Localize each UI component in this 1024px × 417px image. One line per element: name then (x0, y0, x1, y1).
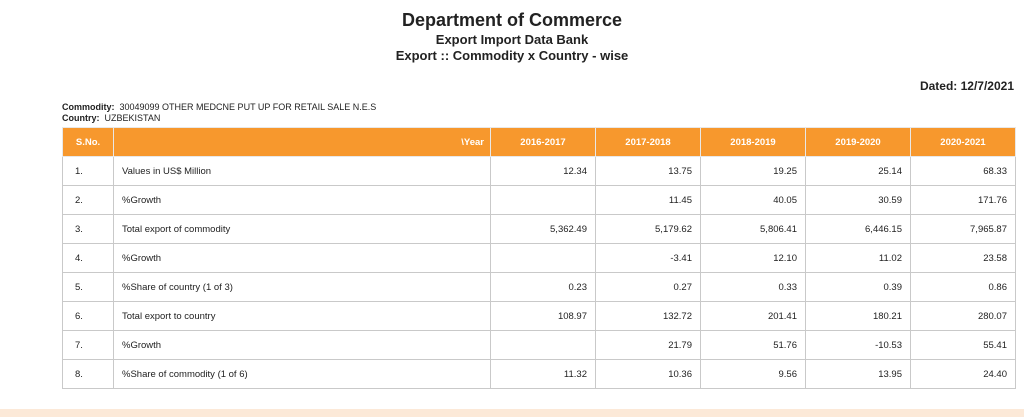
column-header-2016-2017: 2016-2017 (490, 127, 596, 157)
cell-description: Total export to country (113, 301, 491, 331)
column-header-2020-2021: 2020-2021 (910, 127, 1016, 157)
cell-sno: 4. (62, 243, 114, 273)
cell-value: 13.75 (595, 156, 701, 186)
report-header: Department of Commerce Export Import Dat… (0, 10, 1024, 64)
cell-value: 12.10 (700, 243, 806, 273)
cell-value: 68.33 (910, 156, 1016, 186)
cell-description: Total export of commodity (113, 214, 491, 244)
cell-value: 55.41 (910, 330, 1016, 360)
cell-value: 5,362.49 (490, 214, 596, 244)
cell-sno: 6. (62, 301, 114, 331)
cell-description: %Growth (113, 185, 491, 215)
cell-value: 7,965.87 (910, 214, 1016, 244)
cell-value: 51.76 (700, 330, 806, 360)
country-line: Country: UZBEKISTAN (62, 113, 376, 124)
cell-value (490, 185, 596, 215)
cell-value: 108.97 (490, 301, 596, 331)
report-type: Export :: Commodity x Country - wise (395, 48, 629, 63)
cell-value: 0.27 (595, 272, 701, 302)
cell-sno: 7. (62, 330, 114, 360)
commodity-line: Commodity: 30049099 OTHER MEDCNE PUT UP … (62, 102, 376, 113)
page-title: Department of Commerce (401, 10, 623, 30)
cell-value: 24.40 (910, 359, 1016, 389)
table-row: 5. %Share of country (1 of 3) 0.23 0.27 0.33… (62, 272, 1016, 302)
cell-value: 10.36 (595, 359, 701, 389)
table-row: 2. %Growth 11.45 40.05 30.59 171.76 (62, 185, 1016, 215)
footer-strip (0, 409, 1024, 417)
cell-value: 40.05 (700, 185, 806, 215)
cell-value: 132.72 (595, 301, 701, 331)
cell-value: 25.14 (805, 156, 911, 186)
cell-description: Values in US$ Million (113, 156, 491, 186)
country-value: UZBEKISTAN (104, 113, 161, 123)
cell-value: 19.25 (700, 156, 806, 186)
cell-description: %Growth (113, 330, 491, 360)
table-header-row: S.No. \Year 2016-2017 2017-2018 2018-201… (62, 127, 1016, 157)
cell-value: 5,179.62 (595, 214, 701, 244)
page-subtitle: Export Import Data Bank (435, 32, 589, 47)
column-header-2019-2020: 2019-2020 (805, 127, 911, 157)
cell-value: 280.07 (910, 301, 1016, 331)
cell-description: %Share of commodity (1 of 6) (113, 359, 491, 389)
cell-value: 21.79 (595, 330, 701, 360)
cell-value: 23.58 (910, 243, 1016, 273)
report-meta: Commodity: 30049099 OTHER MEDCNE PUT UP … (62, 102, 376, 124)
cell-value: 201.41 (700, 301, 806, 331)
cell-value: 171.76 (910, 185, 1016, 215)
table-row: 8. %Share of commodity (1 of 6) 11.32 10.36… (62, 359, 1016, 389)
column-header-2018-2019: 2018-2019 (700, 127, 806, 157)
report-date: Dated: 12/7/2021 (919, 79, 1014, 93)
cell-sno: 1. (62, 156, 114, 186)
cell-value: 5,806.41 (700, 214, 806, 244)
cell-value: 11.02 (805, 243, 911, 273)
column-header-2017-2018: 2017-2018 (595, 127, 701, 157)
cell-value: 6,446.15 (805, 214, 911, 244)
commodity-value: 30049099 OTHER MEDCNE PUT UP FOR RETAIL … (119, 102, 377, 112)
cell-value: 11.45 (595, 185, 701, 215)
country-label: Country: (62, 113, 100, 123)
cell-value: 0.23 (490, 272, 596, 302)
cell-value: 9.56 (700, 359, 806, 389)
cell-value: 0.86 (910, 272, 1016, 302)
table-row: 6. Total export to country 108.97 132.72 201… (62, 301, 1016, 331)
cell-value: 11.32 (490, 359, 596, 389)
cell-sno: 3. (62, 214, 114, 244)
cell-description: %Growth (113, 243, 491, 273)
column-header-year: \Year (113, 127, 491, 157)
column-header-sno: S.No. (62, 127, 114, 157)
cell-value: -10.53 (805, 330, 911, 360)
cell-description: %Share of country (1 of 3) (113, 272, 491, 302)
cell-value: 0.33 (700, 272, 806, 302)
cell-value: -3.41 (595, 243, 701, 273)
table-row: 4. %Growth -3.41 12.10 11.02 23.58 (62, 243, 1016, 273)
cell-sno: 5. (62, 272, 114, 302)
cell-value (490, 243, 596, 273)
cell-value: 0.39 (805, 272, 911, 302)
table-row: 7. %Growth 21.79 51.76 -10.53 55.41 (62, 330, 1016, 360)
commodity-label: Commodity: (62, 102, 115, 112)
cell-value: 13.95 (805, 359, 911, 389)
cell-sno: 2. (62, 185, 114, 215)
table-row: 3. Total export of commodity 5,362.49 5,179… (62, 214, 1016, 244)
cell-value (490, 330, 596, 360)
table-row: 1. Values in US$ Million 12.34 13.75 19.25 25… (62, 156, 1016, 186)
cell-value: 30.59 (805, 185, 911, 215)
commodity-country-table: S.No. \Year 2016-2017 2017-2018 2018-201… (62, 127, 1016, 389)
cell-value: 180.21 (805, 301, 911, 331)
cell-value: 12.34 (490, 156, 596, 186)
cell-sno: 8. (62, 359, 114, 389)
